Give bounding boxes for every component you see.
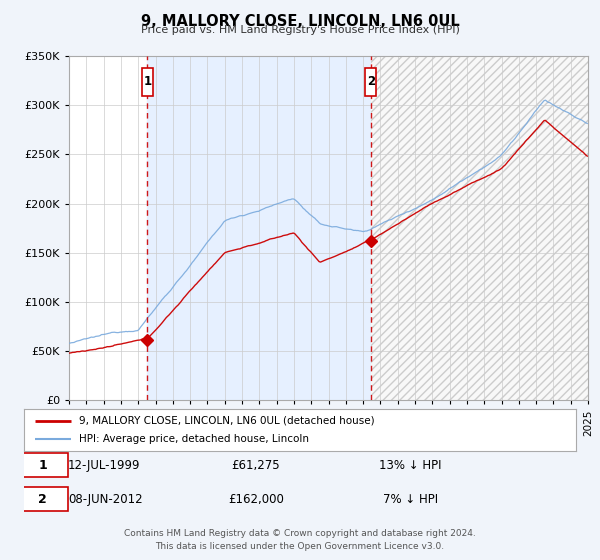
Text: 12-JUL-1999: 12-JUL-1999 [68,459,140,472]
Text: 2: 2 [367,76,375,88]
Text: 13% ↓ HPI: 13% ↓ HPI [379,459,442,472]
FancyBboxPatch shape [142,68,153,96]
Text: 08-JUN-2012: 08-JUN-2012 [68,493,143,506]
Text: 2: 2 [38,493,47,506]
Text: £162,000: £162,000 [228,493,284,506]
FancyBboxPatch shape [365,68,376,96]
Text: Price paid vs. HM Land Registry's House Price Index (HPI): Price paid vs. HM Land Registry's House … [140,25,460,35]
Text: HPI: Average price, detached house, Lincoln: HPI: Average price, detached house, Linc… [79,434,309,444]
Text: 7% ↓ HPI: 7% ↓ HPI [383,493,438,506]
Text: £61,275: £61,275 [232,459,280,472]
Text: 1: 1 [143,76,151,88]
FancyBboxPatch shape [17,487,68,511]
Text: 9, MALLORY CLOSE, LINCOLN, LN6 0UL: 9, MALLORY CLOSE, LINCOLN, LN6 0UL [140,14,460,29]
Text: 1: 1 [38,459,47,472]
Bar [371,56,588,400]
Bar [148,56,371,400]
Text: 9, MALLORY CLOSE, LINCOLN, LN6 0UL (detached house): 9, MALLORY CLOSE, LINCOLN, LN6 0UL (deta… [79,416,375,426]
FancyBboxPatch shape [17,453,68,477]
Text: This data is licensed under the Open Government Licence v3.0.: This data is licensed under the Open Gov… [155,542,445,551]
Text: Contains HM Land Registry data © Crown copyright and database right 2024.: Contains HM Land Registry data © Crown c… [124,529,476,538]
